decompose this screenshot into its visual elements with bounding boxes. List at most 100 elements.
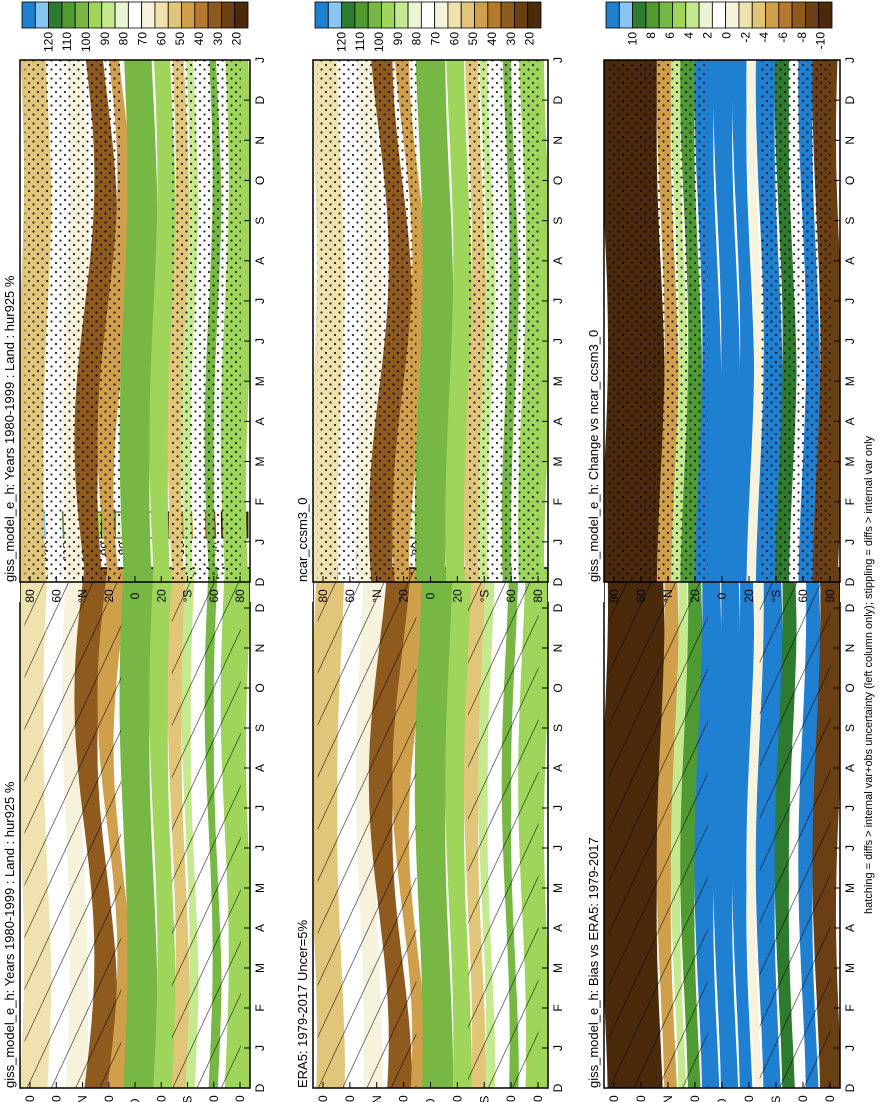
lat-tick-label: °N	[661, 1095, 675, 1102]
colorbar-label: 50	[466, 32, 480, 46]
month-tick-label: S	[551, 724, 565, 732]
colorbar-swatch	[658, 1, 673, 29]
month-tick-label: J	[253, 539, 267, 545]
colorbar-label: -4	[757, 32, 771, 43]
month-tick-label: F	[843, 1004, 857, 1011]
month-tick-label: N	[253, 136, 267, 145]
month-tick-label: N	[551, 136, 565, 145]
significance-overlay	[759, 60, 831, 582]
panel-ref: 80 60 °N 20 0 20 °S 60 80 D J F M A M J J A S O N D Jgiss_mode…	[0, 1, 285, 603]
colorbar-swatch	[765, 1, 780, 29]
panel-title: giss_model_e_h: Bias vs ERA5: 1979-2017	[586, 837, 601, 1088]
contour-band	[149, 60, 176, 582]
colorbar-swatch	[221, 1, 236, 29]
lat-tick-label: 80	[607, 1095, 621, 1102]
colorbar-swatch	[420, 1, 436, 29]
colorbar-swatch	[314, 1, 329, 29]
lat-tick-label: 0	[424, 592, 438, 599]
lat-tick-label: 20	[688, 1095, 702, 1102]
month-tick-label: D	[843, 603, 857, 612]
colorbar-swatch	[207, 1, 222, 29]
colorbar-swatch	[672, 1, 687, 29]
lat-tick-label: 20	[154, 589, 168, 603]
significance-overlay	[759, 568, 831, 1088]
lat-tick-label: °S	[477, 590, 491, 603]
colorbar-label: 110	[353, 32, 367, 51]
month-tick-label: N	[843, 136, 857, 145]
lat-tick-label: 60	[796, 589, 810, 603]
lat-tick-label: 60	[796, 1095, 810, 1102]
colorbar-swatch	[500, 1, 515, 29]
month-tick-label: S	[843, 724, 857, 732]
colorbar-label: 80	[410, 32, 424, 46]
footnote: hatching = diffs > internal var+obs unce…	[863, 435, 875, 914]
month-tick-label: N	[253, 644, 267, 653]
colorbar-swatch	[605, 1, 620, 29]
month-tick-label: J	[551, 57, 565, 63]
mask	[0, 528, 20, 1102]
lat-tick-label: 80	[531, 589, 545, 603]
month-tick-label: D	[253, 603, 267, 612]
mask	[574, 20, 604, 602]
month-tick-label: J	[843, 539, 857, 545]
lat-tick-label: °N	[661, 589, 675, 602]
colorbar-swatch	[407, 1, 422, 29]
colorbar-swatch	[527, 1, 542, 29]
month-tick-label: O	[551, 176, 565, 185]
colorbar-label: -8	[795, 32, 809, 43]
colorbar-label: -2	[738, 32, 752, 43]
colorbar-swatch	[632, 1, 647, 29]
colorbar-swatch	[474, 1, 489, 29]
colorbar-label: 40	[485, 32, 499, 46]
month-tick-label: D	[253, 1083, 267, 1092]
colorbar-swatch	[101, 1, 116, 29]
contour-band	[445, 568, 473, 1088]
lat-tick-label: °N	[76, 1095, 90, 1102]
month-tick-label: M	[253, 883, 267, 893]
month-tick-label: F	[551, 498, 565, 505]
month-tick-label: O	[253, 683, 267, 692]
month-tick-label: J	[843, 338, 857, 344]
colorbar-label: 30	[211, 32, 225, 46]
month-tick-label: M	[253, 457, 267, 467]
colorbar-label: 40	[192, 32, 206, 46]
month-tick-label: A	[253, 764, 267, 772]
colorbar-label: 8	[644, 32, 658, 39]
lat-tick-label: °N	[76, 589, 90, 602]
lat-tick-label: 80	[233, 589, 247, 603]
colorbar-swatch	[167, 1, 182, 29]
colorbar-label: -10	[814, 32, 828, 50]
colorbar-label: 70	[429, 32, 443, 46]
significance-overlay	[468, 60, 539, 582]
month-tick-label: J	[253, 845, 267, 851]
colorbar-label: 50	[173, 32, 187, 46]
lat-tick-label: 60	[634, 589, 648, 603]
significance-overlay	[317, 60, 417, 582]
colorbar-label: 20	[230, 32, 244, 46]
lat-tick-label: 80	[316, 589, 330, 603]
month-tick-label: J	[843, 845, 857, 851]
colorbar-swatch	[34, 1, 49, 29]
month-tick-label: D	[551, 603, 565, 612]
panel-obs: 80 60 °N 20 0 20 °S 60 80 D J F M A M J J A S O N D J ERA5: 197…	[283, 511, 583, 1102]
significance-overlay	[608, 60, 708, 582]
month-tick-label: J	[551, 298, 565, 304]
colorbar-swatch	[738, 1, 753, 29]
contour-band	[746, 568, 764, 1088]
colorbar-swatch	[618, 1, 633, 29]
significance-overlay	[608, 568, 708, 1088]
lat-tick-label: 0	[715, 592, 729, 599]
contour-band	[119, 568, 158, 1088]
lat-tick-label: 80	[823, 1095, 837, 1102]
mask	[250, 20, 285, 602]
colorbar-swatch	[367, 1, 382, 29]
mask	[840, 20, 875, 602]
lat-tick-label: 20	[397, 1095, 411, 1102]
contour-band	[149, 568, 176, 1088]
colorbar-swatch	[48, 1, 63, 29]
panel-bias: 80 60 °N 20 0 20 °S 60 80 D J F M A M J J A S O N D Jgiss_mode…	[574, 511, 875, 1102]
month-tick-label: D	[843, 95, 857, 104]
colorbar-label: 100	[79, 32, 93, 52]
month-tick-label: J	[253, 805, 267, 811]
